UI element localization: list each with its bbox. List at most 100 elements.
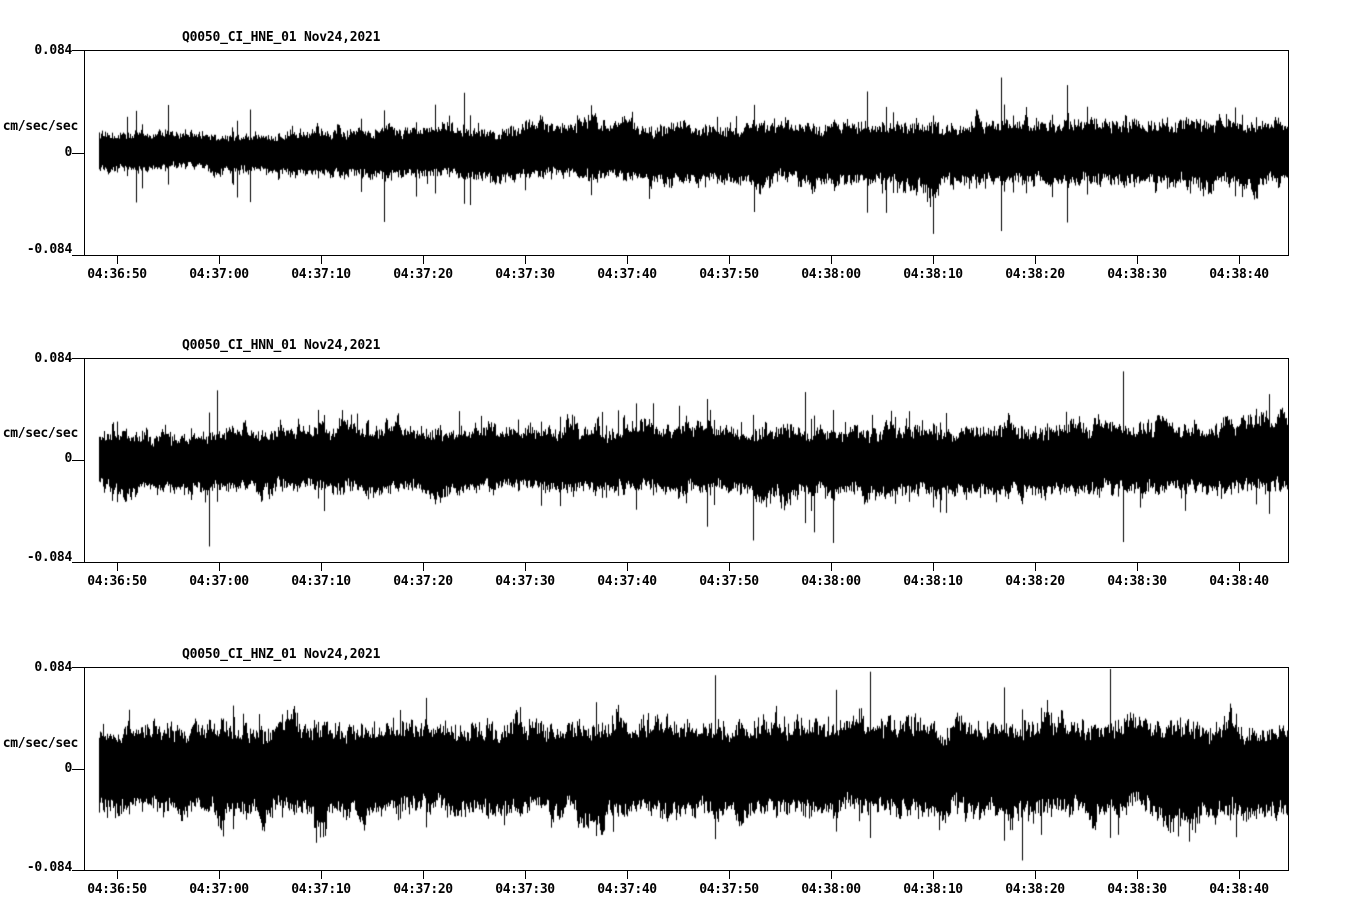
y-min-label-hnz: -0.084 xyxy=(26,860,72,875)
y-zero-label-hne: 0 xyxy=(64,145,72,160)
x-major-tick-1-100 xyxy=(1137,563,1138,571)
x-axis-label: 04:38:00 xyxy=(801,882,861,897)
x-major-tick-2-90 xyxy=(1035,871,1036,879)
x-major-tick-1-50 xyxy=(627,563,628,571)
y-tick-1-0 xyxy=(72,358,85,359)
y-tick-0-1 xyxy=(72,153,85,154)
x-axis-label: 04:37:20 xyxy=(393,882,453,897)
x-axis-label: 04:38:10 xyxy=(903,267,963,282)
axis-top-2 xyxy=(84,667,1289,668)
x-axis-label: 04:36:50 xyxy=(87,882,147,897)
x-axis-label: 04:38:30 xyxy=(1107,574,1167,589)
x-axis-label: 04:37:00 xyxy=(189,574,249,589)
x-axis-label: 04:37:10 xyxy=(291,267,351,282)
x-major-tick-0-90 xyxy=(1035,256,1036,264)
seismogram-panel-hnz: Q0050_CI_HNZ_01 Nov24,2021 0.084 cm/sec/… xyxy=(0,0,1358,874)
y-tick-1-2 xyxy=(72,562,85,563)
y-tick-1-1 xyxy=(72,460,85,461)
x-major-tick-2-70 xyxy=(831,871,832,879)
y-units-label-hnz: cm/sec/sec xyxy=(2,736,79,751)
axis-right-2 xyxy=(1288,667,1289,871)
x-major-tick-2-10 xyxy=(219,871,220,879)
x-axis-label: 04:37:50 xyxy=(699,882,759,897)
y-zero-label-hnz: 0 xyxy=(64,761,72,776)
x-major-tick-1-40 xyxy=(525,563,526,571)
axis-bottom-2 xyxy=(84,870,1289,871)
x-major-tick-0-0 xyxy=(117,256,118,264)
x-axis-label: 04:38:00 xyxy=(801,574,861,589)
x-axis-label: 04:37:00 xyxy=(189,882,249,897)
panel-title-hnz: Q0050_CI_HNZ_01 Nov24,2021 xyxy=(182,647,381,662)
x-major-tick-1-70 xyxy=(831,563,832,571)
x-axis-label: 04:37:30 xyxy=(495,267,555,282)
x-major-tick-2-50 xyxy=(627,871,628,879)
x-axis-label: 04:38:30 xyxy=(1107,267,1167,282)
x-axis-label: 04:37:20 xyxy=(393,267,453,282)
panel-title-hnn: Q0050_CI_HNN_01 Nov24,2021 xyxy=(182,338,381,353)
x-major-tick-1-60 xyxy=(729,563,730,571)
waveform-trace-Q0050_CI_HNE_01 xyxy=(85,51,1288,255)
axis-bottom-0 xyxy=(84,255,1289,256)
axis-top-0 xyxy=(84,50,1289,51)
axis-right-0 xyxy=(1288,50,1289,256)
seismogram-panel-hne: Q0050_CI_HNE_01 Nov24,2021 0.084 cm/sec/… xyxy=(0,0,1358,300)
x-major-tick-2-20 xyxy=(321,871,322,879)
x-axis-label: 04:37:40 xyxy=(597,574,657,589)
y-min-label-hne: -0.084 xyxy=(26,242,72,257)
x-major-tick-0-60 xyxy=(729,256,730,264)
x-major-tick-2-0 xyxy=(117,871,118,879)
waveform-trace-Q0050_CI_HNZ_01 xyxy=(85,668,1288,870)
x-axis-label: 04:38:30 xyxy=(1107,882,1167,897)
x-axis-label: 04:38:40 xyxy=(1209,574,1269,589)
y-tick-0-2 xyxy=(72,255,85,256)
panel-title-hne: Q0050_CI_HNE_01 Nov24,2021 xyxy=(182,30,381,45)
x-major-tick-0-70 xyxy=(831,256,832,264)
x-major-tick-0-30 xyxy=(423,256,424,264)
y-max-label-hne: 0.084 xyxy=(34,43,72,58)
x-axis-label: 04:38:00 xyxy=(801,267,861,282)
x-major-tick-0-20 xyxy=(321,256,322,264)
x-axis-label: 04:36:50 xyxy=(87,267,147,282)
axis-right-1 xyxy=(1288,358,1289,563)
y-zero-label-hnn: 0 xyxy=(64,451,72,466)
x-axis-label: 04:37:50 xyxy=(699,574,759,589)
waveform-trace-Q0050_CI_HNN_01 xyxy=(85,359,1288,562)
x-major-tick-0-100 xyxy=(1137,256,1138,264)
x-axis-label: 04:37:40 xyxy=(597,267,657,282)
x-axis-label: 04:37:00 xyxy=(189,267,249,282)
x-axis-label: 04:36:50 xyxy=(87,574,147,589)
x-major-tick-0-40 xyxy=(525,256,526,264)
x-axis-label: 04:37:10 xyxy=(291,574,351,589)
axis-bottom-1 xyxy=(84,562,1289,563)
x-major-tick-0-80 xyxy=(933,256,934,264)
y-tick-0-0 xyxy=(72,50,85,51)
x-major-tick-2-30 xyxy=(423,871,424,879)
x-axis-label: 04:37:30 xyxy=(495,574,555,589)
x-major-tick-1-110 xyxy=(1239,563,1240,571)
x-major-tick-2-40 xyxy=(525,871,526,879)
x-major-tick-1-0 xyxy=(117,563,118,571)
y-max-label-hnn: 0.084 xyxy=(34,351,72,366)
x-major-tick-2-60 xyxy=(729,871,730,879)
x-major-tick-1-20 xyxy=(321,563,322,571)
x-axis-label: 04:37:50 xyxy=(699,267,759,282)
x-axis-label: 04:38:40 xyxy=(1209,267,1269,282)
x-axis-label: 04:37:40 xyxy=(597,882,657,897)
x-major-tick-2-110 xyxy=(1239,871,1240,879)
x-axis-label: 04:38:20 xyxy=(1005,267,1065,282)
x-axis-label: 04:37:10 xyxy=(291,882,351,897)
x-major-tick-2-100 xyxy=(1137,871,1138,879)
y-tick-2-2 xyxy=(72,870,85,871)
x-major-tick-0-10 xyxy=(219,256,220,264)
y-max-label-hnz: 0.084 xyxy=(34,660,72,675)
y-units-label-hnn: cm/sec/sec xyxy=(2,426,79,441)
x-major-tick-1-10 xyxy=(219,563,220,571)
x-major-tick-1-30 xyxy=(423,563,424,571)
seismogram-panel-hnn: Q0050_CI_HNN_01 Nov24,2021 0.084 cm/sec/… xyxy=(0,0,1358,564)
x-axis-label: 04:38:10 xyxy=(903,882,963,897)
x-major-tick-1-90 xyxy=(1035,563,1036,571)
x-axis-label: 04:38:40 xyxy=(1209,882,1269,897)
x-major-tick-0-50 xyxy=(627,256,628,264)
x-axis-label: 04:38:20 xyxy=(1005,574,1065,589)
